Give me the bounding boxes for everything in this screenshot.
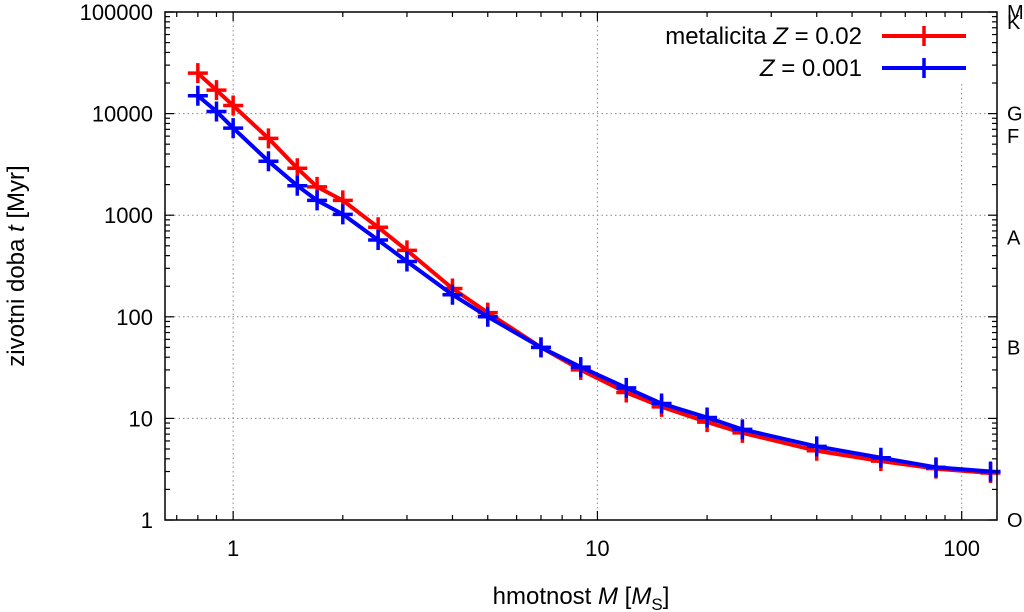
spectral-class-label: F: [1007, 126, 1019, 148]
y-tick-label: 10: [129, 406, 153, 431]
data-point: [806, 436, 827, 457]
data-point: [477, 306, 498, 327]
x-tick-label: 1: [227, 536, 239, 561]
spectral-class-label: O: [1007, 510, 1023, 532]
data-point: [530, 337, 551, 358]
series-1: [187, 63, 1001, 484]
data-point: [258, 128, 279, 149]
spectral-class-label: A: [1007, 228, 1021, 250]
x-tick-label: 10: [585, 536, 609, 561]
plot-frame: [164, 11, 998, 521]
series-2: [187, 85, 1001, 482]
data-point: [697, 407, 718, 428]
x-tick-label: 100: [943, 536, 980, 561]
data-point: [870, 447, 891, 468]
spectral-class-label: K: [1007, 12, 1021, 34]
series-line: [196, 71, 991, 475]
series-layer: [187, 63, 1001, 484]
data-point: [187, 85, 208, 106]
data-point: [223, 95, 244, 116]
data-point: [287, 175, 308, 196]
spectral-class-label: G: [1007, 104, 1023, 126]
data-point: [206, 101, 227, 122]
data-point: [368, 230, 389, 251]
legend-swatch-marker: [914, 26, 934, 46]
y-axis-title: zivotni doba t [Myr]: [3, 165, 30, 366]
label-layer: 1 10 100 1 10 100 1000 10000 100000 MK GF A B O: [80, 0, 1024, 561]
spectral-class-label: B: [1007, 337, 1020, 359]
data-point: [651, 393, 672, 414]
data-point: [187, 63, 208, 84]
data-point: [732, 419, 753, 440]
y-tick-label: 1: [141, 508, 153, 533]
tick-layer: [165, 11, 997, 521]
y-tick-label: 100000: [80, 0, 153, 25]
data-point: [307, 190, 328, 211]
data-point: [206, 80, 227, 101]
data-point: [332, 204, 353, 225]
series-line: [196, 94, 991, 474]
y-tick-label: 100: [116, 305, 153, 330]
x-axis-title: hmotnost M [MS]: [493, 583, 670, 612]
data-point: [223, 118, 244, 139]
data-point: [442, 284, 463, 305]
y-tick-label: 10000: [92, 102, 153, 127]
data-point: [396, 251, 417, 272]
y-tick-label: 1000: [104, 203, 153, 228]
legend-label-series-1: metalicita Z = 0.02: [665, 23, 862, 50]
data-point: [287, 158, 308, 179]
data-point: [616, 377, 637, 398]
grid-layer: [165, 11, 997, 521]
data-point: [925, 457, 946, 478]
legend: metalicita Z = 0.02 Z = 0.001: [598, 18, 988, 84]
spectral-class-label: M: [1007, 2, 1024, 24]
data-point: [258, 151, 279, 172]
legend-label-series-2: Z = 0.001: [759, 55, 862, 82]
legend-swatch-marker: [914, 58, 934, 78]
data-point: [570, 357, 591, 378]
